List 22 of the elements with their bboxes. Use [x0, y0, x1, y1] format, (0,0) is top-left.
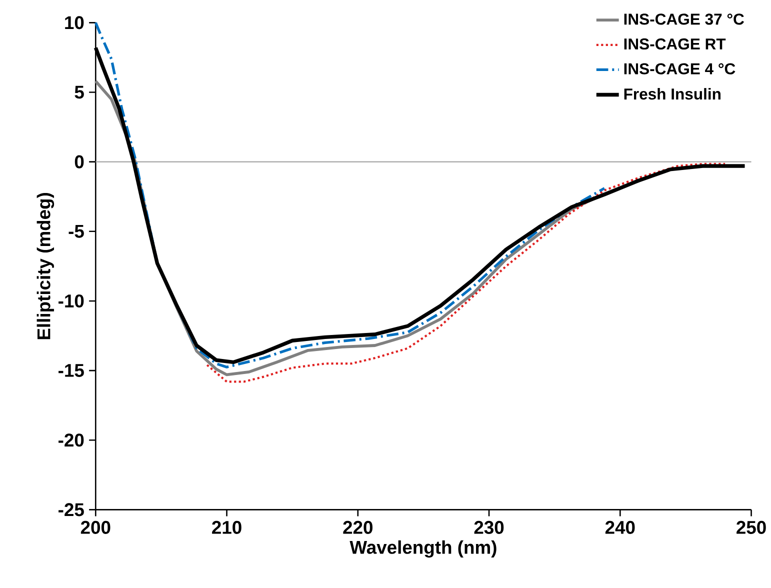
y-tick-label: 5	[74, 86, 84, 99]
x-tick-label: 210	[212, 521, 242, 534]
line-series	[94, 22, 606, 369]
legend-label: Fresh Insulin	[624, 88, 720, 100]
y-tick-label: -15	[58, 364, 84, 378]
x-axis-title: Wavelength (nm)	[350, 540, 496, 558]
x-tick-label: 240	[605, 521, 635, 534]
y-tick-label: -20	[58, 434, 84, 447]
y-axis-title: Ellipticity (mdeg)	[36, 193, 54, 340]
x-tick-label: 230	[474, 521, 504, 534]
line-series	[206, 163, 726, 383]
y-tick-label: 0	[74, 156, 84, 169]
legend-label: INS-CAGE 4 °C	[624, 63, 736, 75]
y-tick-label: -25	[58, 503, 84, 516]
legend-label: INS-CAGE RT	[624, 38, 726, 50]
legend-label: INS-CAGE 37 °C	[624, 14, 744, 25]
x-tick-label: 200	[80, 521, 110, 534]
x-tick-label: 250	[736, 521, 766, 534]
x-tick-label: 220	[343, 521, 372, 534]
y-tick-label: -10	[58, 294, 84, 308]
y-tick-label: -5	[68, 225, 84, 238]
y-tick-label: 10	[65, 16, 84, 30]
